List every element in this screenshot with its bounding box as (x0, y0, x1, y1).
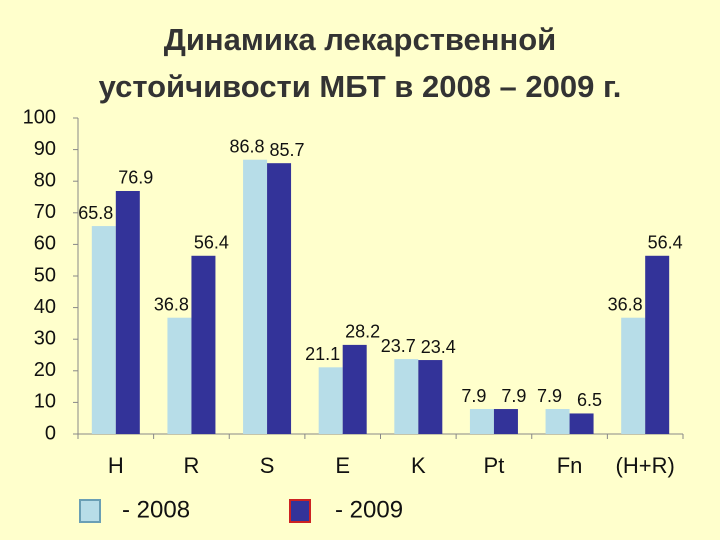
y-tick-label: 20 (34, 359, 56, 381)
value-label: 23.4 (421, 337, 456, 357)
value-label: 65.8 (78, 203, 113, 223)
bar (267, 163, 292, 435)
y-tick-label: 40 (34, 296, 56, 318)
value-label: 7.9 (461, 386, 486, 406)
x-tick-label: E (335, 453, 350, 478)
value-label: 56.4 (648, 233, 683, 253)
bar (91, 226, 116, 434)
bar (342, 344, 367, 434)
bar (167, 317, 192, 434)
legend-label: - 2008 (122, 496, 190, 523)
y-tick-label: 90 (34, 138, 56, 160)
legend-label: - 2009 (335, 496, 403, 523)
value-label: 21.1 (305, 344, 340, 364)
y-tick-label: 80 (34, 169, 56, 191)
bar (621, 317, 646, 434)
bar (469, 409, 494, 434)
x-tick-label: (H+R) (616, 453, 675, 478)
bar (191, 255, 216, 434)
y-tick-label: 60 (34, 233, 56, 255)
bar (115, 190, 140, 434)
value-label: 86.8 (230, 136, 265, 156)
y-tick-label: 70 (34, 201, 56, 223)
value-label: 85.7 (270, 140, 305, 160)
x-tick-label: H (108, 453, 124, 478)
value-label: 7.9 (537, 386, 562, 406)
y-tick-label: 100 (23, 106, 56, 128)
bar (645, 255, 670, 434)
bar (318, 367, 343, 434)
value-label: 36.8 (608, 294, 643, 314)
legend-swatch (289, 499, 311, 523)
bar (394, 359, 419, 434)
legend-swatch (79, 499, 101, 523)
bar (569, 413, 594, 434)
value-label: 6.5 (577, 390, 602, 410)
y-tick-label: 10 (34, 391, 56, 413)
bar (243, 159, 268, 434)
value-label: 56.4 (194, 233, 229, 253)
value-label: 7.9 (501, 386, 526, 406)
chart-title: Динамика лекарственной (164, 22, 556, 57)
value-label: 36.8 (154, 294, 189, 314)
value-label: 28.2 (345, 322, 380, 342)
x-tick-label: Fn (557, 453, 583, 478)
y-tick-label: 50 (34, 264, 56, 286)
y-tick-label: 30 (34, 327, 56, 349)
bar (545, 409, 570, 434)
bar (493, 409, 518, 434)
y-tick-label: 0 (45, 422, 56, 444)
x-tick-label: Pt (484, 453, 505, 478)
value-label: 76.9 (118, 168, 153, 188)
x-tick-label: R (183, 453, 199, 478)
chart-title: устойчивости МБТ в 2008 – 2009 г. (99, 69, 622, 104)
value-label: 23.7 (381, 336, 416, 356)
bar (418, 360, 443, 434)
x-tick-label: S (260, 453, 275, 478)
x-tick-label: K (411, 453, 426, 478)
